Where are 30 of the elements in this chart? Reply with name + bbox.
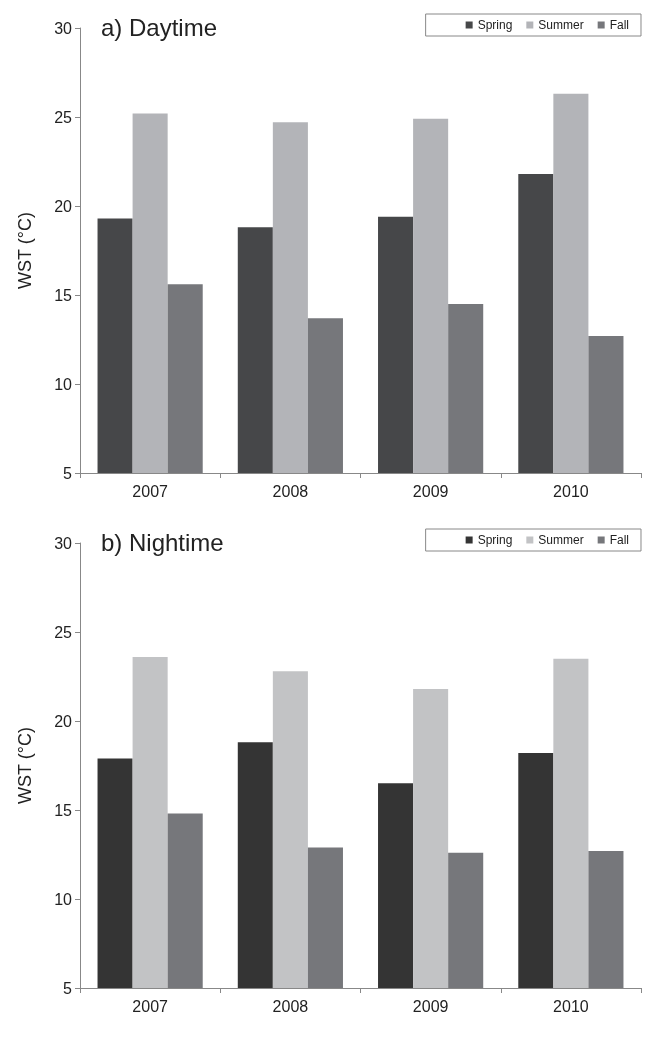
y-axis-title: WST (°C)	[15, 212, 35, 289]
x-tick-label: 2009	[412, 482, 449, 500]
x-tick-label: 2008	[272, 482, 309, 500]
legend-label: Fall	[609, 533, 630, 547]
y-tick-label: 15	[54, 801, 73, 819]
chart-title: b) Nightime	[101, 528, 224, 556]
x-tick-label: 2007	[132, 997, 169, 1015]
y-axis-title: WST (°C)	[15, 727, 35, 804]
y-tick-label: 25	[54, 108, 73, 126]
x-tick-label: 2008	[272, 997, 309, 1015]
y-tick-label: 20	[54, 712, 73, 730]
legend-label: Summer	[538, 533, 584, 547]
x-tick-label: 2007	[132, 482, 169, 500]
y-tick-label: 5	[63, 979, 73, 997]
legend-label: Spring	[477, 533, 513, 547]
legend-label: Fall	[609, 18, 630, 32]
y-tick-label: 30	[54, 534, 73, 552]
y-tick-label: 25	[54, 623, 73, 641]
x-tick-label: 2010	[553, 482, 589, 500]
legend-label: Summer	[538, 18, 584, 32]
y-tick-label: 15	[54, 286, 73, 304]
y-tick-label: 20	[54, 197, 73, 215]
y-tick-label: 30	[54, 19, 73, 37]
y-tick-label: 10	[54, 890, 73, 908]
x-tick-label: 2009	[412, 997, 449, 1015]
chart-title: a) Daytime	[101, 13, 218, 41]
y-tick-label: 10	[54, 375, 73, 393]
y-tick-label: 5	[63, 464, 73, 482]
x-tick-label: 2010	[553, 997, 589, 1015]
legend-label: Spring	[477, 18, 513, 32]
